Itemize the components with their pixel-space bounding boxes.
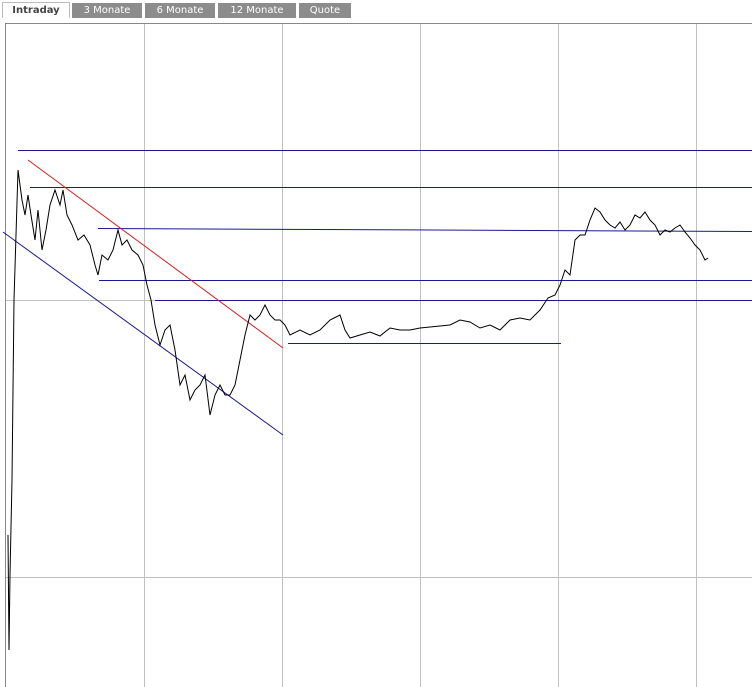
- support-line: [97, 228, 752, 232]
- tab[interactable]: Quote: [299, 3, 351, 18]
- trend-line: [2, 231, 284, 436]
- tab[interactable]: 6 Monate: [145, 3, 215, 18]
- tab[interactable]: 12 Monate: [218, 3, 296, 18]
- tab-bar: Intraday 3 Monate 6 Monate 12 Monate Quo…: [0, 0, 752, 20]
- price-line: [7, 169, 709, 651]
- trend-lines: [2, 150, 752, 436]
- tab[interactable]: Intraday: [2, 2, 70, 18]
- tab[interactable]: 3 Monate: [72, 3, 142, 18]
- trend-line: [27, 159, 284, 349]
- grid: [6, 24, 752, 687]
